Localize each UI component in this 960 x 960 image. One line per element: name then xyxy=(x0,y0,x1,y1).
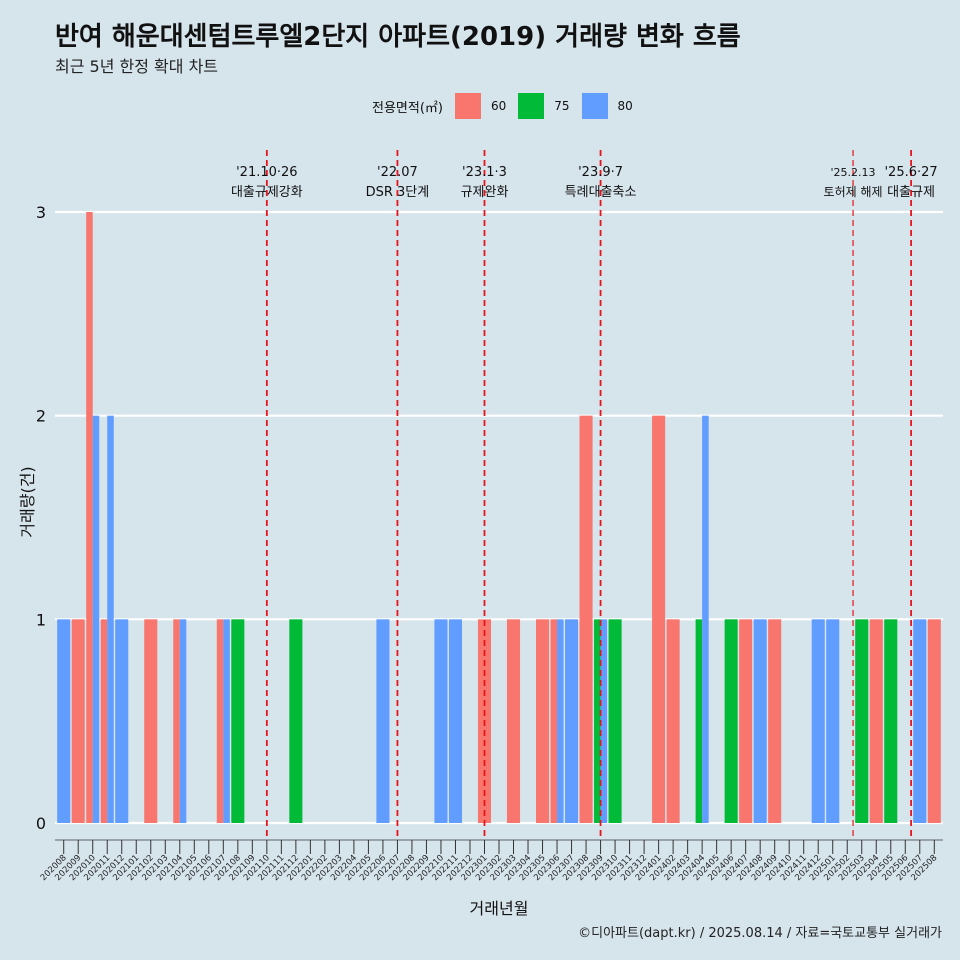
bar-60-202009 xyxy=(71,619,85,823)
bar-80-202408 xyxy=(753,619,767,823)
bar-60-202102 xyxy=(144,619,158,823)
legend: 전용면적(㎡) 60 75 80 xyxy=(372,93,645,119)
legend-swatch-60 xyxy=(454,93,481,119)
bar-75-202505 xyxy=(884,619,898,823)
event-date-label: '23.9·7 xyxy=(578,165,623,180)
legend-label-80: 80 xyxy=(617,99,633,113)
bar-80-202309 xyxy=(600,619,608,823)
bar-60-202104 xyxy=(173,619,180,823)
bar-80-202306 xyxy=(557,619,564,823)
bar-60-202303 xyxy=(506,619,521,823)
bar-60-202308 xyxy=(579,415,593,823)
bar-60-202107 xyxy=(216,619,224,823)
bar-80-202501 xyxy=(826,619,840,823)
y-axis-title: 거래량(건) xyxy=(18,466,37,537)
x-axis-title: 거래년월 xyxy=(470,899,529,918)
bar-80-202104 xyxy=(179,619,187,823)
legend-label-60: 60 xyxy=(490,99,507,113)
bar-60-202305 xyxy=(536,619,550,823)
bar-80-202012 xyxy=(115,619,129,823)
legend-item-60: 60 xyxy=(454,93,507,119)
bar-80-202412 xyxy=(811,619,825,823)
event-date-label: '25.2.13 xyxy=(831,166,876,179)
bar-60-202504 xyxy=(869,619,883,823)
event-date-label: '22.07 xyxy=(377,165,418,180)
event-desc-label: 특례대출축소 xyxy=(565,185,637,200)
bar-75-202112 xyxy=(289,619,303,823)
bar-60-202401 xyxy=(652,415,666,823)
bar-80-202507 xyxy=(913,619,927,823)
bar-80-202206 xyxy=(376,619,390,823)
legend-swatch-75 xyxy=(518,93,545,119)
legend-title: 전용면적(㎡) xyxy=(372,100,443,116)
legend-swatch-80 xyxy=(581,93,608,119)
bar-75-202309 xyxy=(594,619,601,823)
bar-60-202402 xyxy=(666,619,680,823)
event-date-label: '25.6·27 xyxy=(884,165,937,180)
chart-title: 반여 해운대센텀트루엘2단지 아파트(2019) 거래량 변화 흐름 xyxy=(55,22,741,52)
bar-80-202011 xyxy=(107,415,114,823)
bar-80-202008 xyxy=(57,619,71,823)
bar-80-202307 xyxy=(565,619,579,823)
chart-subtitle: 최근 5년 한정 확대 차트 xyxy=(55,57,219,76)
bar-75-202310 xyxy=(608,619,622,823)
y-tick-label: 2 xyxy=(36,407,46,426)
bar-75-202503 xyxy=(855,619,869,823)
y-tick-label: 1 xyxy=(36,610,46,629)
bar-80-202404 xyxy=(702,415,709,823)
bar-60-202010 xyxy=(86,212,93,823)
bar-75-202404 xyxy=(695,619,703,823)
event-desc-label: 토허제 해제 xyxy=(824,185,883,199)
legend-item-80: 80 xyxy=(581,93,633,119)
bar-60-202011 xyxy=(100,619,108,823)
event-date-label: '23.1·3 xyxy=(462,165,507,180)
bar-60-202407 xyxy=(739,619,753,823)
y-tick-label: 0 xyxy=(36,814,46,833)
bar-60-202508 xyxy=(927,619,941,823)
legend-item-75: 75 xyxy=(518,93,570,119)
bar-80-202010 xyxy=(92,415,100,823)
event-desc-label: 규제완화 xyxy=(461,185,509,200)
event-desc-label: 대출규제 xyxy=(887,185,935,200)
event-date-label: '21.10·26 xyxy=(236,165,297,180)
caption: ©디아파트(dapt.kr) / 2025.08.14 / 자료=국토교통부 실… xyxy=(578,926,942,941)
event-desc-label: 대출규제강화 xyxy=(231,185,303,200)
legend-label-75: 75 xyxy=(554,99,570,113)
bar-75-202108 xyxy=(231,619,245,823)
bar-60-202409 xyxy=(768,619,782,823)
bar-60-202306 xyxy=(550,619,558,823)
bar-75-202406 xyxy=(724,619,738,823)
y-tick-label: 3 xyxy=(36,203,46,222)
bar-80-202107 xyxy=(223,619,230,823)
bar-80-202211 xyxy=(448,619,462,823)
bar-80-202210 xyxy=(434,619,448,823)
event-desc-label: DSR 3단계 xyxy=(366,185,430,200)
